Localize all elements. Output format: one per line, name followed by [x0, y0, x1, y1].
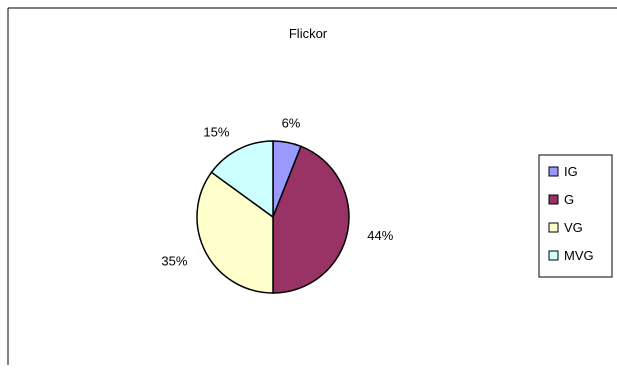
pie-slice-g: [272, 145, 350, 294]
legend-swatch-mvg: [548, 250, 559, 261]
pie-slice-mvg: [210, 140, 274, 219]
legend-swatch-g: [548, 194, 559, 205]
pie-slices: [196, 140, 350, 294]
slice-label-g: 44%: [367, 228, 393, 243]
legend-label-mvg: MVG: [564, 248, 594, 263]
slice-label-mvg: 15%: [203, 124, 229, 139]
legend-label-vg: VG: [564, 220, 583, 235]
chart-title: Flickor: [289, 26, 328, 41]
legend-label-ig: IG: [564, 164, 578, 179]
pie-slice-labels: 6% 44% 35% 15%: [161, 116, 393, 269]
legend-swatch-ig: [548, 166, 559, 177]
slice-label-ig: 6%: [282, 116, 301, 131]
legend: IG G VG MVG: [538, 154, 613, 278]
legend-label-g: G: [564, 192, 574, 207]
pie-slice-vg: [196, 171, 274, 294]
slice-label-vg: 35%: [161, 254, 187, 269]
legend-swatch-vg: [548, 222, 559, 233]
